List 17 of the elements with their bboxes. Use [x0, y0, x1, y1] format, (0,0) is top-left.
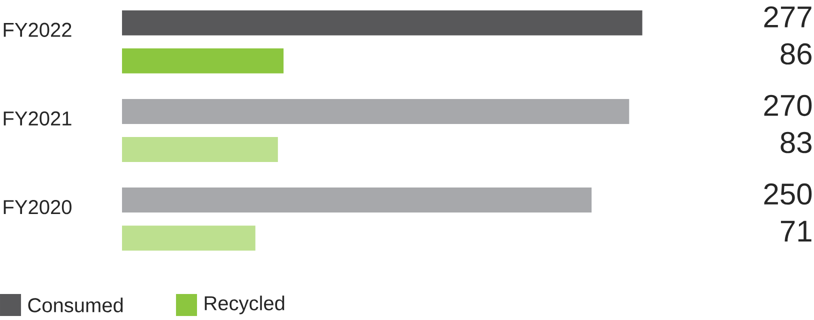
bar: [122, 48, 284, 74]
data-label: 270: [764, 94, 812, 116]
text: 86: [780, 43, 812, 65]
bar: [122, 98, 630, 124]
y-tick-label: FY2022: [4, 22, 72, 37]
legend-label: Recycled: [204, 296, 284, 314]
bar: [122, 226, 256, 251]
legend-label: Consumed: [28, 298, 123, 312]
text: 83: [780, 132, 812, 154]
bar: [122, 188, 592, 213]
y-tick-label: FY2020: [4, 200, 72, 214]
text: 71: [780, 220, 812, 242]
data-label: 277: [764, 6, 812, 28]
y-tick-label: FY2021: [4, 111, 72, 126]
bar: [122, 137, 278, 162]
bar: [122, 10, 642, 36]
data-label: 250: [764, 183, 812, 205]
